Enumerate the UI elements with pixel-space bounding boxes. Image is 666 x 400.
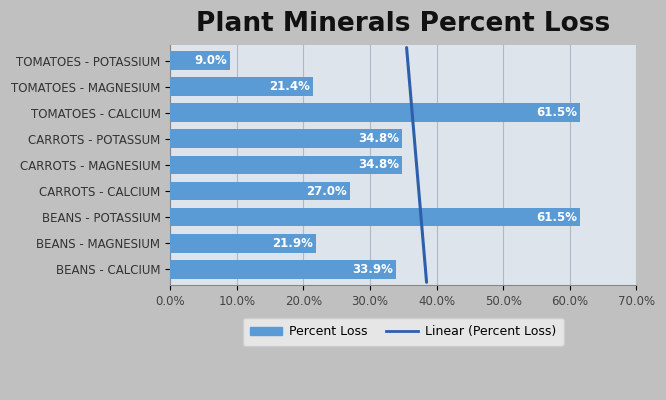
Bar xyxy=(170,208,579,226)
Bar xyxy=(170,104,579,122)
Text: 33.9%: 33.9% xyxy=(352,263,394,276)
Bar xyxy=(170,182,350,200)
Text: 27.0%: 27.0% xyxy=(306,184,348,198)
Text: 61.5%: 61.5% xyxy=(536,211,577,224)
Text: 21.4%: 21.4% xyxy=(269,80,310,93)
Bar xyxy=(170,234,316,252)
Bar xyxy=(170,260,396,279)
Text: 9.0%: 9.0% xyxy=(194,54,228,67)
Text: 34.8%: 34.8% xyxy=(358,132,400,145)
Bar xyxy=(170,130,402,148)
Bar xyxy=(170,51,230,70)
Text: 61.5%: 61.5% xyxy=(536,106,577,119)
Text: 21.9%: 21.9% xyxy=(272,237,314,250)
Text: 34.8%: 34.8% xyxy=(358,158,400,172)
Legend: Percent Loss, Linear (Percent Loss): Percent Loss, Linear (Percent Loss) xyxy=(243,318,563,346)
Title: Plant Minerals Percent Loss: Plant Minerals Percent Loss xyxy=(196,11,611,37)
Bar xyxy=(170,77,313,96)
Bar xyxy=(170,156,402,174)
